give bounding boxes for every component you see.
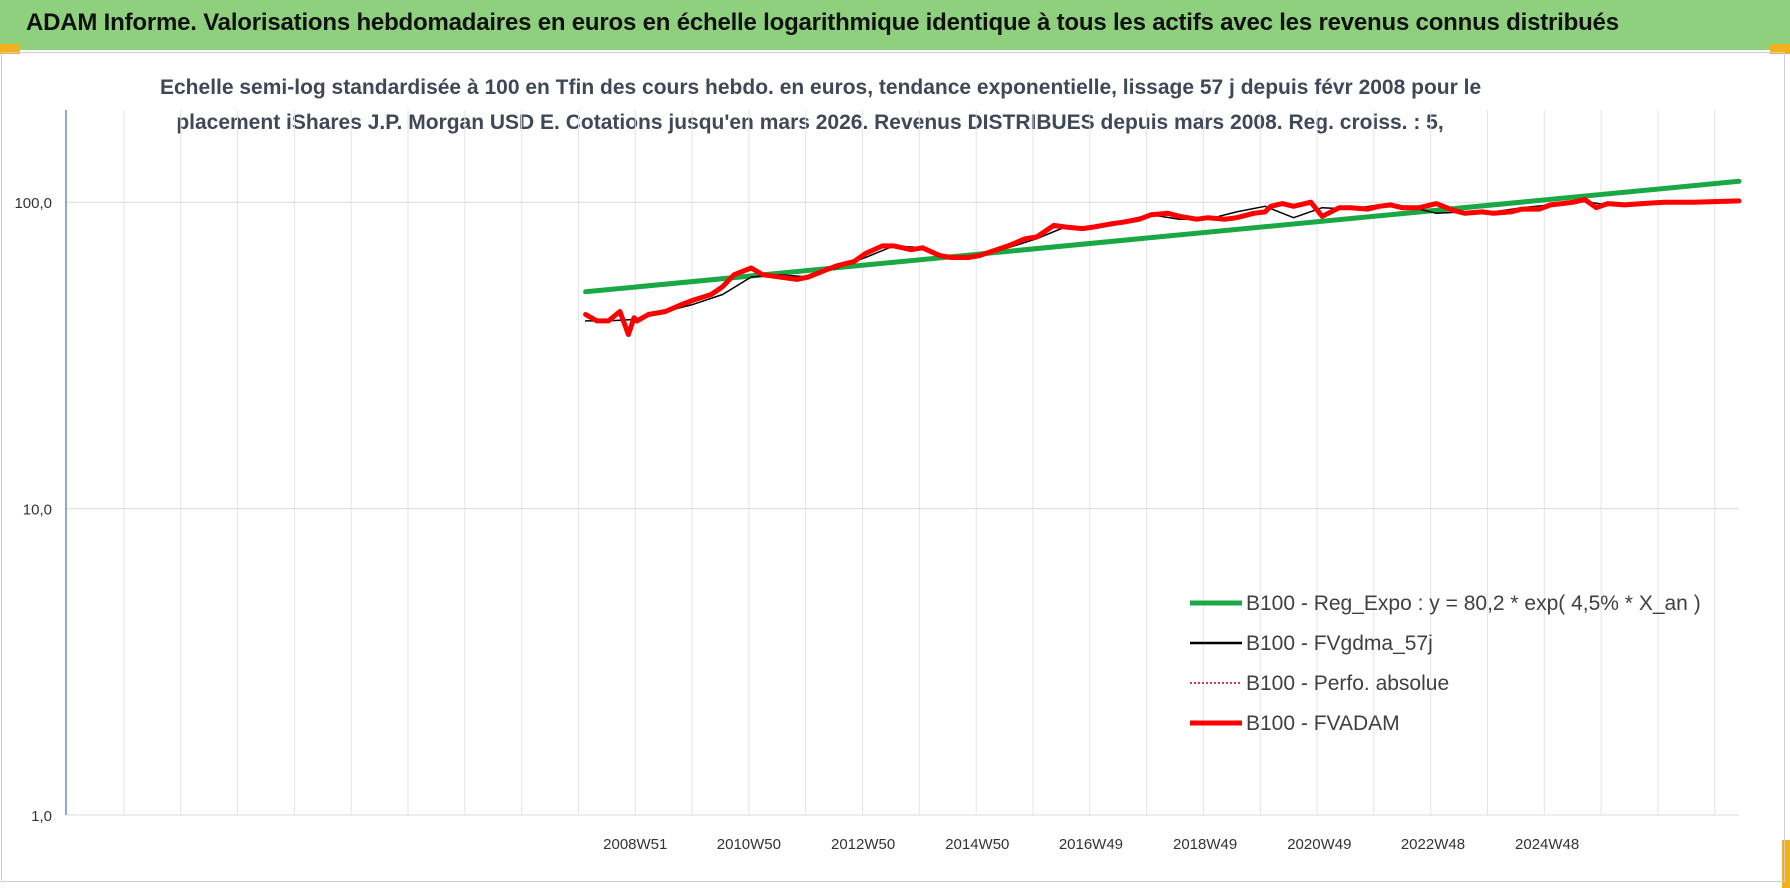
report-title: ADAM Informe. Valorisations hebdomadaire…	[26, 9, 1619, 36]
x-tick-label: 2012W50	[831, 836, 895, 853]
report-banner: ADAM Informe. Valorisations hebdomadaire…	[0, 0, 1790, 50]
x-tick-label: 2022W48	[1401, 836, 1465, 853]
series-line	[583, 178, 1742, 295]
x-tick-label: 2018W49	[1173, 836, 1237, 853]
series-line	[584, 200, 1740, 322]
x-tick-label: 2024W48	[1515, 836, 1579, 853]
y-tick-label: 10,0	[23, 502, 52, 519]
x-tick-label: 2008W51	[603, 836, 667, 853]
legend-label: B100 - Reg_Expo : y = 80,2 * exp( 4,5% *…	[1246, 592, 1701, 615]
chart-legend: B100 - Reg_Expo : y = 80,2 * exp( 4,5% *…	[1190, 592, 1701, 735]
series-line	[583, 197, 1742, 337]
chart-series	[583, 178, 1742, 337]
x-axis-ticks: 2008W51 2010W50 2012W50 2014W50 2016W49 2018W…	[603, 836, 1579, 853]
legend-label: B100 - FVgdma_57j	[1246, 632, 1433, 655]
chart-title-line-1: Echelle semi-log standardisée à 100 en T…	[160, 76, 1482, 99]
y-tick-label: 100,0	[14, 195, 52, 212]
x-tick-label: 2014W50	[945, 836, 1009, 853]
x-tick-label: 2020W49	[1287, 836, 1351, 853]
x-tick-label: 2016W49	[1059, 836, 1123, 853]
chart-frame	[1, 52, 1785, 882]
y-tick-label: 1,0	[31, 808, 52, 825]
chart-grid	[66, 110, 1739, 816]
legend-label: B100 - FVADAM	[1246, 712, 1400, 735]
corner-marker	[1770, 44, 1790, 54]
legend-label: B100 - Perfo. absolue	[1246, 672, 1449, 695]
corner-marker	[1782, 840, 1790, 888]
x-tick-label: 2010W50	[717, 836, 781, 853]
chart-title-line-2: placement iShares J.P. Morgan USD E. Cot…	[176, 111, 1444, 134]
corner-marker	[0, 44, 20, 54]
y-axis-ticks: 1,0 10,0 100,0	[14, 195, 52, 825]
